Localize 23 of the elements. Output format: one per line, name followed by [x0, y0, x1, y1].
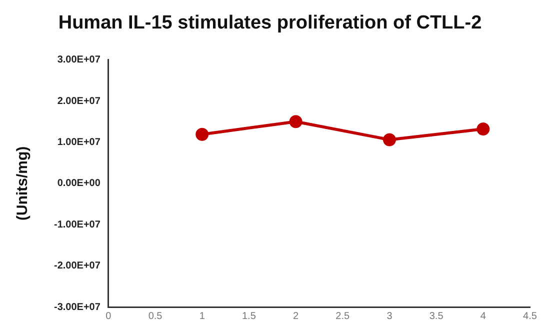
chart-title: Human IL-15 stimulates proliferation of CTLL-2: [58, 12, 482, 34]
x-tick-label: 2.5: [336, 310, 350, 322]
point: [382, 133, 396, 146]
y-tick-label: -2.00E+07: [54, 260, 101, 272]
x-tick-label: 3: [386, 310, 393, 322]
y-axis-title: (Units/mg): [14, 146, 32, 220]
y-tick-label: -1.00E+07: [54, 219, 101, 230]
point: [196, 128, 209, 141]
y-tick-label: 0.00E+00: [57, 178, 101, 190]
y-tick-label: 2.00E+07: [57, 96, 101, 107]
x-tick-label: 3.5: [429, 310, 444, 322]
x-tick-label: 0: [106, 310, 112, 322]
x-tick-label: 0.5: [148, 310, 163, 322]
x-tick-label: 1: [199, 310, 206, 322]
point: [289, 115, 302, 128]
y-tick-label: -3.00E+07: [54, 302, 101, 313]
x-tick-label: 1.5: [242, 310, 256, 322]
y-tick-label: 3.00E+07: [57, 54, 101, 66]
y-tick-label: 1.00E+07: [57, 136, 101, 148]
x-tick-label: 4: [480, 310, 486, 322]
x-tick-label: 4.5: [523, 310, 538, 322]
point: [476, 122, 490, 136]
x-tick-label: 2: [293, 310, 300, 322]
